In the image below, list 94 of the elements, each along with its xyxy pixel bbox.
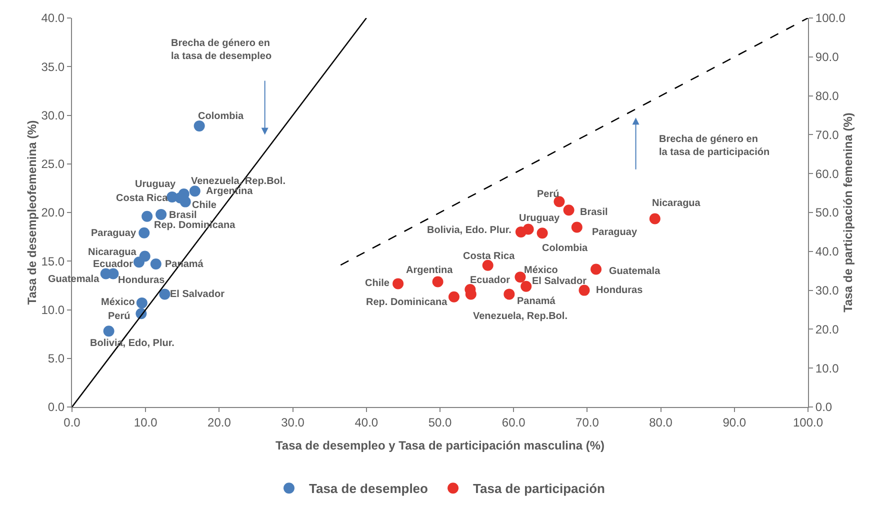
x-tick-label: 40.0 bbox=[354, 415, 378, 430]
x-tick-label: 50.0 bbox=[428, 415, 452, 430]
y-tick-label: 5.0 bbox=[48, 352, 65, 366]
x-tick-label: 90.0 bbox=[722, 415, 746, 430]
y-tick-label: 25.0 bbox=[41, 157, 65, 172]
point bbox=[136, 297, 148, 308]
data-label: Venezuela, Rep.Bol. bbox=[191, 176, 286, 187]
y2-axis-title: Tasa de participación femenina (%) bbox=[841, 112, 856, 312]
data-label: Paraguay bbox=[592, 227, 638, 238]
y2-tick-label: 80.0 bbox=[815, 89, 840, 103]
data-label: Paraguay bbox=[91, 228, 136, 239]
point bbox=[554, 196, 565, 208]
point bbox=[156, 208, 167, 220]
data-label: Bolivia, Edo. Plur. bbox=[427, 225, 512, 236]
data-label: Brasil bbox=[580, 207, 608, 218]
data-label: Colombia bbox=[198, 111, 244, 122]
x-tick-label: 70.0 bbox=[576, 415, 600, 430]
point bbox=[520, 280, 532, 292]
point bbox=[189, 186, 200, 197]
data-label: Venezuela, Rep.Bol. bbox=[473, 311, 568, 322]
data-label: Colombia bbox=[542, 243, 588, 254]
data-label: Panamá bbox=[517, 296, 556, 307]
x-tick-label: 60.0 bbox=[502, 415, 526, 430]
legend-label: Tasa de desempleo bbox=[309, 481, 428, 496]
y-tick-label: 35.0 bbox=[41, 60, 65, 74]
point bbox=[515, 226, 526, 238]
point bbox=[590, 264, 602, 275]
data-label: Ecuador bbox=[470, 275, 510, 286]
data-label: Chile bbox=[365, 278, 390, 289]
data-label: México bbox=[101, 297, 135, 308]
point bbox=[563, 204, 574, 216]
data-label: Nicaragua bbox=[88, 247, 137, 258]
y-tick-label: 10.0 bbox=[41, 302, 65, 317]
y2-tick-label: 100.0 bbox=[815, 11, 846, 26]
y-tick-label: 0.0 bbox=[48, 400, 65, 414]
y-axis-title: Tasa de desempleofemenina (%) bbox=[25, 120, 40, 305]
point bbox=[578, 284, 590, 296]
y2-tick-label: 50.0 bbox=[815, 206, 840, 220]
y2-tick-label: 30.0 bbox=[815, 284, 840, 298]
y2-tick-label: 0.0 bbox=[815, 400, 832, 414]
data-label: Nicaragua bbox=[652, 198, 701, 209]
point bbox=[432, 276, 444, 288]
y2-tick-label: 90.0 bbox=[815, 50, 840, 64]
point bbox=[138, 227, 150, 238]
data-label: Ecuador bbox=[93, 259, 134, 270]
data-label: Honduras bbox=[596, 285, 644, 296]
point bbox=[150, 258, 162, 270]
data-label: Rep. Dominicana bbox=[366, 297, 448, 308]
x-axis-title: Tasa de desempleo y Tasa de participación masculina (%) bbox=[275, 438, 605, 452]
annotation: Brecha de género en la tasa de desempleo bbox=[171, 38, 272, 62]
x-tick-label: 0.0 bbox=[64, 415, 81, 430]
point bbox=[504, 288, 515, 300]
point bbox=[133, 256, 144, 268]
data-label: El Salvador bbox=[170, 289, 225, 300]
point bbox=[649, 213, 660, 224]
data-label: Perú bbox=[537, 189, 560, 200]
y2-tick-label: 40.0 bbox=[815, 244, 840, 259]
data-label: Honduras bbox=[118, 275, 166, 286]
point bbox=[142, 210, 153, 222]
data-label: El Salvador bbox=[532, 276, 587, 287]
y-tick-label: 15.0 bbox=[41, 254, 65, 268]
annotation: Brecha de género en la tasa de participación bbox=[659, 134, 770, 158]
data-label: Uruguay bbox=[135, 179, 176, 190]
point bbox=[571, 222, 582, 233]
y2-tick-label: 60.0 bbox=[815, 166, 840, 181]
point bbox=[392, 278, 404, 290]
data-label: Costa Rica bbox=[116, 193, 168, 204]
data-label: Argentina bbox=[406, 265, 454, 276]
x-tick-label: 30.0 bbox=[281, 415, 305, 430]
data-label: México bbox=[524, 265, 558, 276]
x-tick-label: 20.0 bbox=[208, 415, 232, 430]
point bbox=[514, 272, 526, 283]
x-tick-label: 80.0 bbox=[649, 415, 673, 430]
point bbox=[103, 326, 114, 337]
y-tick-label: 40.0 bbox=[41, 11, 65, 26]
y2-tick-label: 70.0 bbox=[815, 128, 840, 142]
data-label: Guatemala bbox=[609, 266, 661, 277]
y-tick-label: 30.0 bbox=[41, 108, 65, 122]
x-tick-label: 100.0 bbox=[792, 415, 824, 430]
data-label: Chile bbox=[192, 200, 217, 211]
point bbox=[482, 260, 494, 271]
point bbox=[536, 228, 548, 239]
data-label: Brasil bbox=[169, 210, 198, 221]
legend-label: Tasa de participación bbox=[473, 481, 606, 496]
point bbox=[159, 288, 170, 300]
y2-tick-label: 10.0 bbox=[815, 361, 840, 376]
point bbox=[194, 120, 205, 132]
x-tick-label: 10.0 bbox=[134, 415, 158, 430]
y2-tick-label: 20.0 bbox=[815, 322, 840, 336]
y-tick-label: 20.0 bbox=[41, 206, 65, 220]
data-label: Uruguay bbox=[519, 213, 560, 224]
point bbox=[448, 291, 460, 302]
data-label: Costa Rica bbox=[463, 251, 516, 262]
data-label: Perú bbox=[108, 311, 130, 322]
